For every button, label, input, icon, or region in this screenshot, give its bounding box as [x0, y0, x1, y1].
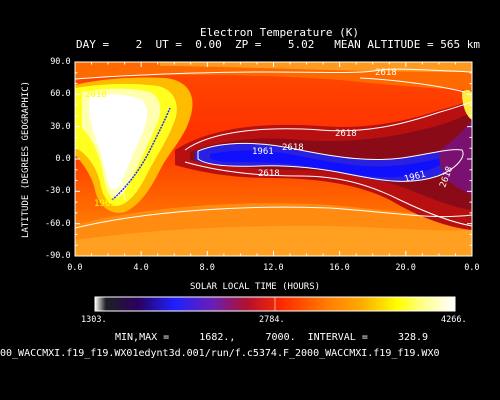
contour-label: 2618	[282, 143, 304, 153]
contour-line	[75, 206, 472, 229]
contour-label: 2618	[375, 68, 397, 78]
colorbar-min-label: 1303.	[81, 315, 107, 325]
contour-label: 2618	[335, 129, 357, 139]
x-tick-label: 16.0	[329, 263, 350, 273]
contour-line	[75, 68, 472, 80]
x-tick-label: 8.0	[199, 263, 215, 273]
y-axis-label: LATITUDE (DEGREES GEOGRAPHIC)	[21, 80, 32, 239]
heatmap-region-right-hot	[462, 89, 472, 120]
heatmap-region-maximum	[89, 94, 148, 190]
y-axis	[75, 61, 472, 257]
colorbar-max-label: 4266.	[441, 315, 467, 325]
footer-path: 00_WACCMXI.f19_f19.WX01edynt3d.001/run/f…	[0, 348, 440, 359]
x-tick-label: 20.0	[395, 263, 416, 273]
stats-line: MIN,MAX = 1682., 7000. INTERVAL = 328.9	[115, 332, 429, 343]
y-tick-label: 90.0	[50, 57, 71, 67]
contour-line	[197, 142, 464, 182]
y-tick-label: 30.0	[50, 121, 71, 132]
x-axis	[74, 62, 473, 256]
contour-label: 2618	[258, 169, 280, 179]
y-tick-label: 0.0	[55, 154, 71, 164]
contour-label: 1961	[94, 199, 116, 209]
contour-line	[184, 161, 472, 227]
contour-lines	[75, 68, 472, 229]
x-tick-label: 0.0	[67, 263, 83, 273]
y-tick-label: 60.0	[50, 89, 71, 100]
chart-title: Electron Temperature (K)	[200, 26, 359, 39]
contour-line	[359, 77, 466, 93]
heatmap-region-minimum-core	[210, 150, 452, 178]
contour-line	[91, 139, 126, 201]
x-tick-label: 4.0	[133, 263, 149, 273]
y-tick-label: -30.0	[45, 186, 71, 197]
contour-label: 1961	[252, 147, 274, 157]
contour-line-minimum	[111, 107, 171, 201]
x-tick-label: 12.0	[263, 263, 284, 273]
heatmap-region-south-pole	[75, 225, 472, 256]
contour-line	[184, 101, 472, 151]
chart-subtitle: DAY = 2 UT = 0.00 ZP = 5.02 MEAN ALTITUD…	[76, 38, 480, 51]
colorbar-mid-label: 2784.	[259, 315, 285, 325]
x-axis-label: SOLAR LOCAL TIME (HOURS)	[190, 282, 321, 292]
x-tick-label: 0.0	[464, 263, 480, 273]
y-tick-label: -60.0	[45, 218, 71, 229]
heatmap-region-right-edge	[439, 120, 472, 195]
y-tick-label: -90.0	[45, 251, 71, 261]
heatmap-field	[75, 62, 472, 256]
contour-label: 2618	[85, 90, 107, 100]
